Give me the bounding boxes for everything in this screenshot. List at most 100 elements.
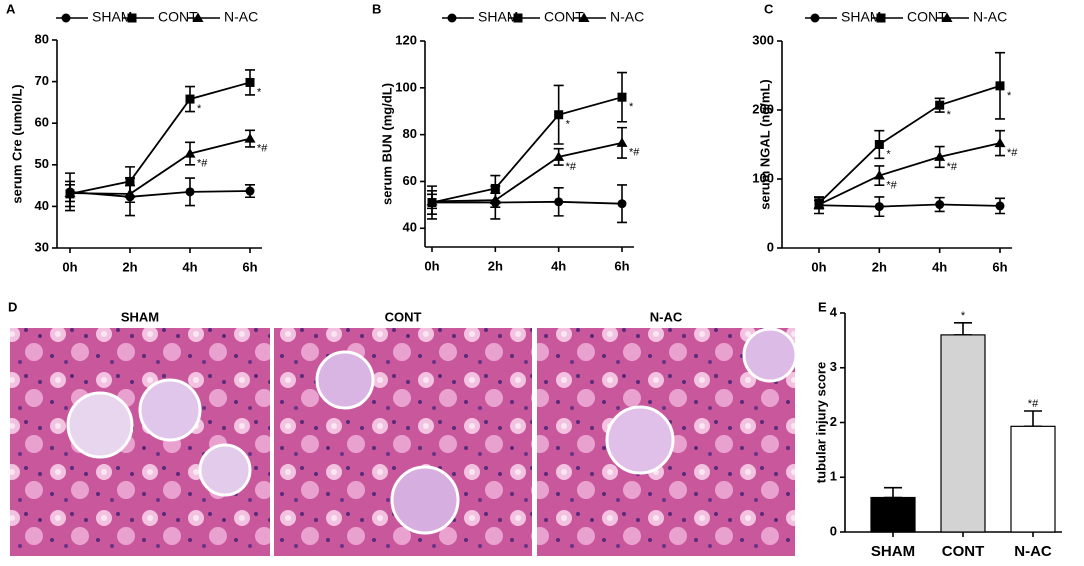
legend-marker — [127, 13, 137, 23]
series-line — [818, 142, 1001, 206]
significance-label: * — [197, 103, 202, 115]
y-tick-label: 300 — [752, 32, 774, 47]
marker — [185, 94, 195, 104]
significance-label: * — [961, 310, 966, 322]
x-tick-label: 0h — [424, 258, 439, 273]
marker — [489, 194, 501, 205]
x-tick-label: CONT — [942, 543, 985, 560]
error-bar — [1024, 410, 1042, 428]
y-tick-label: 2 — [830, 414, 837, 429]
y-tick-label: 60 — [35, 115, 49, 130]
bar — [1010, 425, 1056, 533]
significance-label: * — [257, 86, 262, 98]
significance-label: * — [886, 148, 891, 160]
x-tick-label: 0h — [62, 259, 77, 274]
y-tick-label: 120 — [395, 32, 417, 47]
histology-image — [10, 328, 270, 556]
panel-letter: A — [6, 1, 16, 16]
x-tick-label: 2h — [872, 259, 887, 274]
y-tick-label: 0 — [767, 239, 774, 254]
legend-label: CONT — [158, 9, 198, 25]
panel-letter: D — [8, 299, 17, 314]
marker — [934, 151, 946, 161]
significance-label: * — [629, 101, 634, 113]
glomerulus — [198, 443, 252, 497]
marker — [617, 199, 627, 209]
marker — [873, 170, 885, 180]
marker — [995, 201, 1005, 211]
marker — [874, 140, 884, 149]
x-tick-label: SHAM — [871, 543, 915, 560]
marker — [935, 100, 945, 110]
series-line — [431, 141, 623, 203]
legend-label: SHAM — [478, 9, 518, 25]
glomerulus — [605, 405, 675, 475]
glomerulus — [138, 378, 202, 442]
y-axis-label: tubular injury score — [813, 362, 828, 483]
significance-label: *# — [197, 157, 208, 169]
y-tick-label: 4 — [830, 304, 838, 319]
marker — [554, 197, 564, 207]
y-tick-label: 50 — [35, 156, 49, 171]
marker — [813, 199, 825, 209]
marker — [994, 137, 1006, 148]
legend-marker — [61, 13, 71, 23]
y-tick-label: 1 — [830, 469, 837, 484]
y-tick-label: 3 — [830, 359, 837, 374]
error-bar — [954, 322, 972, 336]
marker — [616, 137, 628, 147]
legend-marker — [941, 12, 953, 22]
y-tick-label: 40 — [403, 220, 417, 235]
bar — [870, 496, 916, 533]
marker — [995, 81, 1005, 91]
panel-letter: B — [372, 1, 381, 16]
marker — [245, 77, 255, 87]
y-tick-label: 80 — [35, 31, 49, 46]
legend-marker — [513, 13, 523, 23]
y-axis-label: serum Cre (umol/L) — [9, 84, 24, 203]
marker — [125, 176, 135, 186]
series-line — [432, 200, 623, 205]
marker — [185, 187, 195, 197]
legend-marker — [810, 13, 820, 23]
significance-label: *# — [629, 147, 640, 159]
significance-label: *# — [1007, 147, 1018, 159]
y-tick-label: 30 — [35, 239, 49, 254]
legend-marker — [876, 13, 886, 23]
legend-marker — [192, 12, 204, 22]
error-bar — [884, 486, 902, 499]
y-tick-label: 100 — [395, 79, 417, 94]
x-tick-label: 6h — [992, 259, 1007, 274]
marker — [617, 92, 627, 102]
marker — [426, 195, 438, 206]
image-title: N-AC — [650, 309, 683, 324]
marker — [490, 183, 500, 193]
significance-label: *# — [257, 142, 268, 154]
series-line — [818, 84, 1001, 204]
series-line — [69, 137, 251, 195]
significance-label: *# — [1028, 398, 1039, 410]
marker — [124, 188, 136, 198]
glomerulus — [742, 327, 798, 383]
x-tick-label: 4h — [182, 259, 197, 274]
significance-label: * — [947, 109, 952, 121]
marker — [874, 202, 884, 212]
y-tick-label: 80 — [403, 126, 417, 141]
glomerulus — [66, 391, 134, 459]
x-tick-label: 6h — [242, 259, 257, 274]
x-tick-label: 2h — [122, 259, 137, 274]
glomerulus — [315, 350, 375, 410]
marker — [244, 133, 256, 143]
image-title: CONT — [385, 309, 422, 324]
legend-label: SHAM — [841, 9, 881, 25]
x-tick-label: 0h — [811, 259, 826, 274]
legend-marker — [447, 13, 457, 23]
significance-label: * — [1007, 90, 1012, 102]
x-tick-label: 4h — [932, 259, 947, 274]
y-tick-label: 70 — [35, 73, 49, 88]
series-line — [431, 96, 623, 204]
legend-label: N-AC — [610, 9, 644, 25]
y-axis-label: serum BUN (mg/dL) — [379, 83, 394, 205]
